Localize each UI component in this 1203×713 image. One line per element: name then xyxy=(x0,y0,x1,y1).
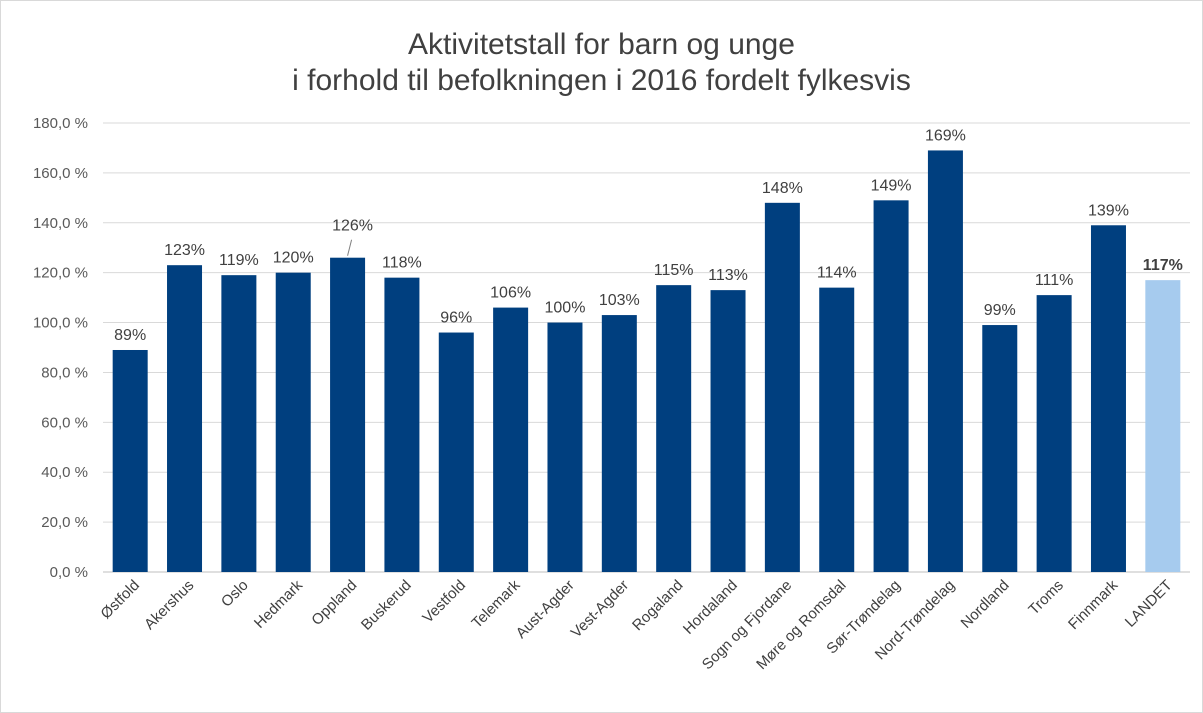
x-tick-label: Oppland xyxy=(308,577,360,629)
bar xyxy=(1036,295,1072,572)
gridlines xyxy=(103,122,1190,573)
bar xyxy=(275,272,311,572)
x-tick-label: Hedmark xyxy=(251,576,306,631)
data-label: 113% xyxy=(708,267,748,284)
bar xyxy=(1090,225,1126,572)
bar xyxy=(710,290,746,572)
x-tick-label: Vestfold xyxy=(419,577,469,627)
data-label: 106% xyxy=(490,285,531,302)
bar xyxy=(927,150,963,572)
data-label: 118% xyxy=(382,255,422,272)
chart-title-line2: i forhold til befolkningen i 2016 fordel… xyxy=(292,64,911,97)
bar xyxy=(601,315,637,572)
data-label: 89% xyxy=(114,327,146,344)
bar xyxy=(493,307,529,572)
leader-lines xyxy=(347,239,353,256)
x-tick-label: Østfold xyxy=(97,577,143,623)
data-label: 117% xyxy=(1143,257,1183,274)
data-label: 139% xyxy=(1088,202,1129,219)
x-tick-label: Troms xyxy=(1025,577,1067,619)
data-label: 115% xyxy=(654,262,694,279)
y-tick-label: 100,0 % xyxy=(33,315,88,332)
bar xyxy=(438,332,474,572)
y-tick-label: 140,0 % xyxy=(33,215,88,232)
y-tick-label: 120,0 % xyxy=(33,265,88,282)
data-label: 149% xyxy=(871,177,912,194)
bar xyxy=(819,287,855,572)
data-label: 148% xyxy=(762,180,803,197)
data-label: 120% xyxy=(273,250,314,267)
leader-line xyxy=(347,239,353,256)
x-tick-label: Aust-Agder xyxy=(513,577,578,642)
bar xyxy=(330,257,366,572)
x-tick-label: Finnmark xyxy=(1065,576,1122,633)
y-tick-label: 0,0 % xyxy=(50,564,88,581)
x-tick-label: LANDET xyxy=(1122,577,1176,631)
data-label: 126% xyxy=(332,218,373,235)
bar xyxy=(873,200,909,573)
y-tick-label: 60,0 % xyxy=(41,414,88,431)
bars xyxy=(112,150,1181,573)
bar xyxy=(764,202,800,573)
x-tick-label: Telemark xyxy=(468,576,523,631)
x-tick-label: Nordland xyxy=(958,577,1013,632)
data-label: 119% xyxy=(219,252,259,269)
bar xyxy=(982,325,1018,572)
data-label: 169% xyxy=(925,127,966,144)
y-tick-label: 160,0 % xyxy=(33,165,88,182)
chart-title-line1: Aktivitetstall for barn og unge xyxy=(408,28,795,61)
x-tick-label: Buskerud xyxy=(358,577,415,634)
bar xyxy=(384,277,420,572)
data-label: 99% xyxy=(984,302,1016,319)
y-tick-label: 180,0 % xyxy=(33,115,88,132)
data-label: 111% xyxy=(1035,272,1074,289)
bar xyxy=(112,349,148,572)
y-axis: 0,0 % 20,0 % 40,0 % 60,0 % 80,0 % 100,0 % 120,… xyxy=(33,115,88,581)
bar xyxy=(221,275,257,572)
data-label: 103% xyxy=(599,292,640,309)
bar xyxy=(1145,280,1181,572)
bar xyxy=(547,322,583,572)
data-label: 114% xyxy=(817,265,857,282)
x-tick-label: Vest-Agder xyxy=(568,577,633,642)
x-tick-label: Oslo xyxy=(218,577,252,611)
x-tick-label: Akershus xyxy=(141,577,197,633)
y-tick-label: 40,0 % xyxy=(41,464,88,481)
y-tick-label: 80,0 % xyxy=(41,364,88,381)
data-label: 123% xyxy=(164,242,205,259)
x-tick-label: Rogaland xyxy=(629,577,686,634)
data-label: 100% xyxy=(545,300,586,317)
bar xyxy=(167,265,203,572)
bar xyxy=(656,285,692,572)
data-label: 96% xyxy=(440,310,472,327)
y-tick-label: 20,0 % xyxy=(41,514,88,531)
data-labels: 89% 123% 119% 120% 126% 118% 96% 106% 100% 103% 11… xyxy=(114,127,1183,344)
